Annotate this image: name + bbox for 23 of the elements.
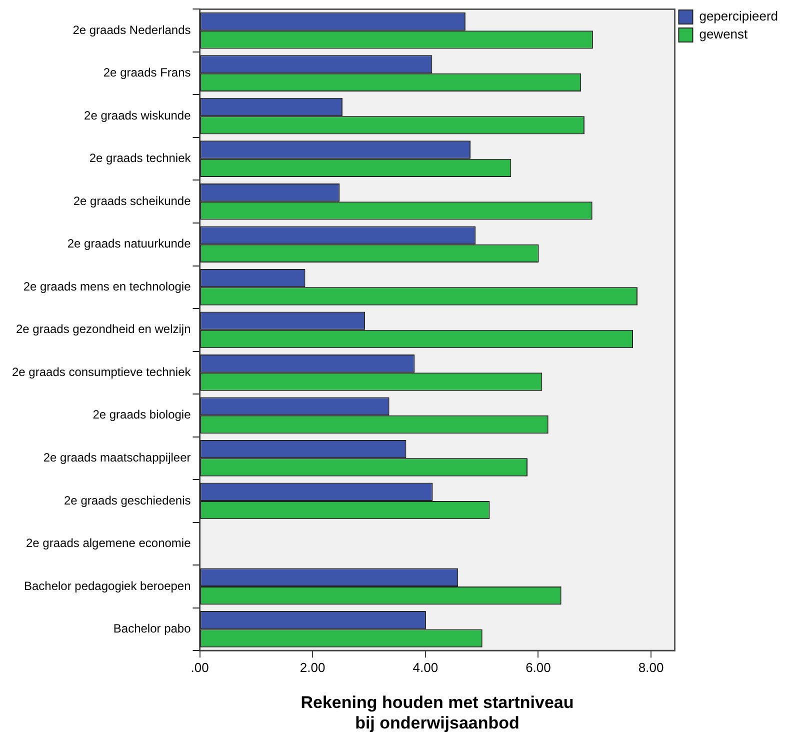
y-tick-label: 2e graads wiskunde	[84, 108, 192, 122]
x-tick-label: 6.00	[526, 660, 551, 675]
y-tick-label: 2e graads mens en technologie	[23, 279, 192, 294]
x-tick-label: 2.00	[300, 660, 326, 675]
y-tick-label: Bachelor pedagogiek beroepen	[24, 578, 191, 593]
x-tick-label: 8.00	[638, 660, 664, 675]
y-tick-label: 2e graads maatschappijleer	[43, 450, 191, 464]
legend-label: gepercipieerd	[699, 8, 778, 24]
y-tick-label: 2e graads Nederlands	[72, 22, 191, 37]
y-tick-label: 2e graads geschiedenis	[64, 493, 191, 508]
y-tick-label: 2e graads biologie	[92, 408, 192, 422]
y-tick-label: 2e graads scheikunde	[73, 194, 192, 208]
x-tick-label: 4.00	[412, 660, 438, 675]
legend-label: gewenst	[699, 26, 748, 42]
x-axis-title: Rekening houden met startniveau bij onderwijsaanbod	[300, 693, 574, 732]
y-tick-label: 2e graads Frans	[103, 66, 191, 80]
y-tick-label: 2e graads natuurkunde	[67, 236, 192, 251]
y-tick-label: 2e graads consumptieve techniek	[12, 364, 192, 379]
y-tick-label: Bachelor pabo	[113, 622, 192, 636]
y-tick-label: 2e graads algemene economie	[26, 536, 192, 550]
x-tick-label: .00	[190, 660, 209, 675]
y-tick-label: 2e graads techniek	[89, 151, 192, 166]
y-tick-label: 2e graads gezondheid en welzijn	[16, 322, 191, 336]
